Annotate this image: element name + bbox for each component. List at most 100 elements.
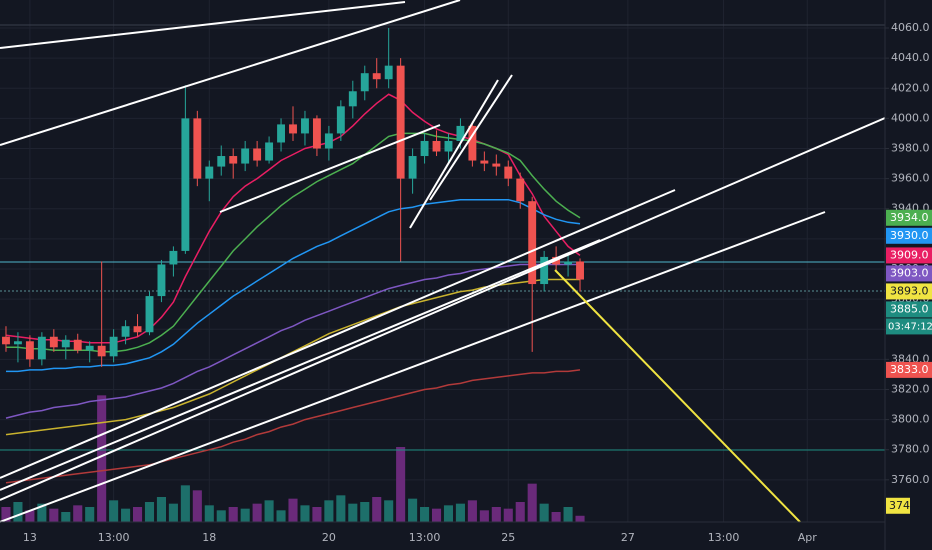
candle-body: [97, 345, 106, 357]
candle-body: [229, 156, 238, 164]
candle-body: [121, 326, 130, 337]
volume-bar: [396, 447, 406, 522]
candle-body: [157, 264, 166, 297]
y-tick-label: 3820.0: [891, 382, 930, 395]
price-label-bg: [886, 265, 932, 282]
candle-body: [277, 124, 285, 143]
candle-body: [504, 166, 513, 179]
y-tick-label: 4060.0: [891, 21, 930, 34]
volume-bar: [312, 507, 322, 522]
volume-bar: [527, 483, 537, 522]
volume-bar: [13, 502, 23, 522]
volume-bar: [216, 510, 226, 522]
trend-line: [0, 211, 826, 523]
candle-body: [492, 163, 501, 167]
volume-bar: [228, 507, 238, 522]
candle-body: [193, 118, 202, 179]
x-tick-label: 13:00: [409, 531, 441, 544]
volume-bar: [384, 500, 394, 522]
volume-bar: [324, 500, 334, 522]
volume-bar: [204, 505, 214, 522]
y-tick-label: 4040.0: [891, 51, 930, 64]
price-label: 3934.0: [890, 211, 929, 224]
trend-line: [0, 189, 676, 479]
candle-body: [372, 73, 381, 80]
candle-body: [408, 156, 417, 179]
x-tick-label: 25: [501, 531, 515, 544]
volume-bar: [491, 507, 501, 522]
candles: [2, 28, 584, 367]
volume-bar: [264, 500, 274, 522]
moving-average: [5, 263, 580, 419]
volume-bar: [408, 498, 418, 522]
y-tick-label: 4020.0: [891, 81, 930, 94]
trend-lines: [0, 0, 886, 523]
volume-bar: [503, 508, 513, 522]
volume-bar: [360, 502, 370, 522]
y-tick-label: 3780.0: [891, 443, 930, 456]
moving-average: [5, 369, 581, 484]
x-tick-label: 13:00: [708, 531, 740, 544]
candle-body: [324, 133, 333, 149]
axes: 3760.03780.03800.03820.03840.03860.03880…: [23, 21, 932, 544]
trend-line: [0, 1, 406, 49]
candle-body: [540, 256, 549, 285]
candle-body: [289, 124, 297, 134]
price-label-bg: [886, 361, 932, 378]
candle-body: [25, 341, 34, 360]
candle-body: [73, 339, 82, 351]
trend-line: [0, 117, 886, 501]
volume-bar: [1, 507, 11, 522]
candle-body: [61, 339, 70, 348]
x-tick-label: 13: [23, 531, 37, 544]
candle-body: [456, 125, 465, 141]
y-tick-label: 3760.0: [891, 473, 930, 486]
volume-bar: [61, 512, 71, 522]
volume-bar: [515, 502, 525, 522]
candle-body: [468, 125, 477, 161]
y-tick-label: 4000.0: [891, 111, 930, 124]
candle-body: [480, 160, 489, 164]
volume-bar: [156, 497, 166, 522]
candle-body: [85, 345, 94, 351]
candle-body: [217, 156, 226, 167]
candle-body: [360, 73, 369, 92]
candle-body: [301, 118, 309, 134]
price-label-bg: [886, 301, 932, 318]
volume-bar: [288, 498, 298, 522]
candle-body: [181, 118, 190, 251]
volume-bar: [240, 508, 250, 522]
x-tick-label: Apr: [798, 531, 818, 544]
volume-bar: [575, 515, 585, 522]
volume-bar: [479, 510, 489, 522]
trend-line: [409, 79, 499, 229]
candle-body: [312, 118, 321, 149]
volume-bar: [132, 507, 143, 522]
volume-bar: [348, 503, 358, 522]
x-tick-label: 27: [621, 531, 635, 544]
volume-bar: [455, 503, 465, 522]
price-label: 3885.0: [890, 302, 929, 315]
volume-bar: [539, 503, 549, 522]
candle-body: [265, 142, 274, 161]
x-tick-label: 13:00: [98, 531, 130, 544]
volume-bar: [467, 500, 477, 522]
candle-body: [253, 148, 262, 161]
candle-body: [432, 140, 441, 152]
volume-label: 374: [889, 499, 910, 512]
volume-bar: [49, 508, 59, 522]
candle-body: [336, 106, 345, 134]
price-label: 3909.0: [890, 248, 929, 261]
price-label: 3893.0: [890, 284, 929, 297]
candle-body: [145, 296, 154, 333]
countdown-bg: [886, 318, 932, 335]
volume-bar: [180, 485, 190, 522]
projection-line: [554, 269, 801, 523]
volume-bar: [85, 507, 95, 522]
volume-bar: [97, 395, 107, 522]
y-tick-label: 3980.0: [891, 141, 930, 154]
trend-line: [429, 74, 513, 201]
candle-body: [444, 140, 453, 152]
